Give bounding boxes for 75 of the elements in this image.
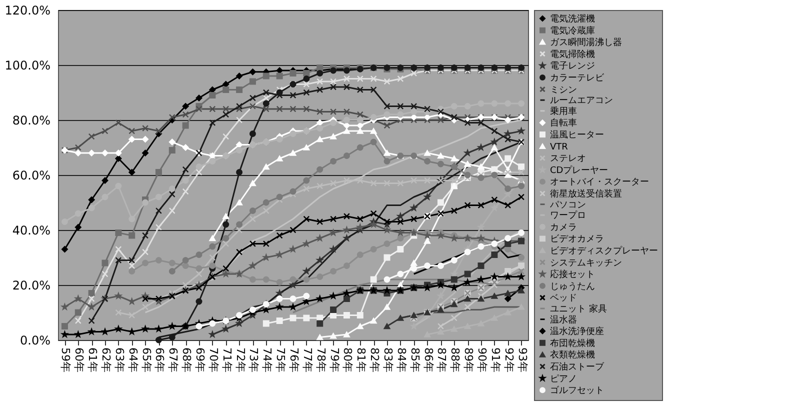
legend-label: ピアノ [550, 373, 577, 384]
y-tick-label: 40.0% [12, 224, 50, 238]
y-tick-label: 0.0% [20, 334, 50, 348]
legend-label: 石油ストーブ [550, 362, 605, 372]
legend-label: 布団乾燥機 [550, 338, 595, 349]
x-tick-label: 86年 [422, 348, 435, 372]
x-tick-label: 92年 [502, 348, 516, 372]
x-tick-label: 75年 [274, 348, 288, 372]
legend-label: 温風ヒーター [550, 130, 604, 140]
x-tick-label: 85年 [408, 348, 422, 372]
legend-label: ビデオディスクプレーヤー [550, 246, 658, 256]
x-tick-label: 69年 [194, 348, 206, 372]
y-tick-label: 120.0% [4, 4, 50, 18]
legend-label: ワープロ [550, 210, 586, 222]
legend-label: 衛星放送受信装置 [550, 188, 622, 200]
x-tick-label: 72年 [234, 348, 247, 372]
legend-label: ユニット 家具 [550, 304, 607, 314]
legend-label: ビデオカメラ [550, 234, 604, 245]
y-tick-label: 20.0% [12, 278, 50, 292]
y-tick-label: 60.0% [12, 168, 50, 182]
y-tick-label: 100.0% [4, 58, 50, 72]
legend-label: システムキッチン [550, 258, 622, 268]
x-tick-label: 73年 [247, 348, 260, 372]
x-tick-label: 60年 [72, 348, 86, 372]
legend-label: カメラ [550, 222, 577, 233]
x-tick-label: 89年 [462, 348, 476, 372]
legend-label: 電気冷蔵庫 [550, 25, 595, 36]
x-tick-label: 82年 [368, 348, 382, 372]
x-tick-label: 63年 [112, 348, 126, 372]
legend-label: 電気洗濯機 [550, 14, 595, 24]
legend-label: ガス瞬間湯沸し器 [550, 37, 622, 48]
legend-label: VTR [550, 142, 568, 152]
x-tick-label: 65年 [140, 348, 153, 372]
legend-label: カラーテレビ [550, 72, 605, 84]
legend-label: ゴルフセット [550, 385, 604, 396]
x-tick-label: 62年 [100, 348, 112, 372]
x-tick-label: 81年 [354, 348, 368, 372]
x-tick-label: 61年 [86, 348, 100, 372]
legend-label: 電気掃除機 [550, 48, 595, 60]
x-tick-label: 80年 [341, 348, 354, 372]
x-tick-label: 83年 [382, 348, 394, 372]
y-tick-label: 80.0% [12, 114, 50, 128]
x-tick-label: 88年 [448, 348, 462, 372]
legend-label: 応接セット [550, 269, 595, 280]
legend-label: 温水器 [550, 314, 577, 326]
x-tick-label: 79年 [328, 348, 341, 372]
legend-label: じゅうたん [550, 282, 595, 292]
x-tick-label: 70年 [206, 348, 220, 372]
legend-label: 電子レンジ [550, 60, 595, 72]
x-tick-label: 59年 [59, 348, 72, 372]
legend-label: 自転車 [550, 118, 577, 129]
legend-label: ベッド [550, 294, 577, 304]
legend-label: ステレオ [550, 154, 586, 164]
x-tick-label: 64年 [126, 348, 140, 372]
x-tick-label: 87年 [435, 348, 448, 372]
x-tick-label: 67年 [166, 348, 180, 372]
legend-label: オートバイ・スクーター [550, 178, 649, 188]
legend-label: ルームエアコン [550, 96, 613, 106]
legend-label: 乗用車 [550, 106, 577, 117]
x-tick-label: 78年 [314, 348, 328, 372]
x-tick-label: 90年 [476, 348, 488, 372]
x-tick-label: 93年 [516, 348, 529, 372]
legend-label: ミシン [550, 85, 577, 96]
x-tick-label: 77年 [300, 348, 314, 372]
x-tick-label: 71年 [220, 348, 234, 372]
legend-label: パソコン [549, 200, 586, 210]
legend-label: 温水洗浄便座 [550, 326, 604, 338]
x-tick-label: 91年 [488, 348, 502, 372]
x-tick-label: 68年 [180, 348, 194, 372]
x-tick-label: 66年 [153, 348, 166, 372]
x-tick-label: 76年 [288, 348, 300, 372]
x-tick-label: 74年 [260, 348, 274, 372]
legend-label: CDプレーヤー [550, 164, 608, 176]
x-tick-label: 84年 [394, 348, 408, 372]
legend-label: 衣類乾燥機 [550, 350, 595, 361]
